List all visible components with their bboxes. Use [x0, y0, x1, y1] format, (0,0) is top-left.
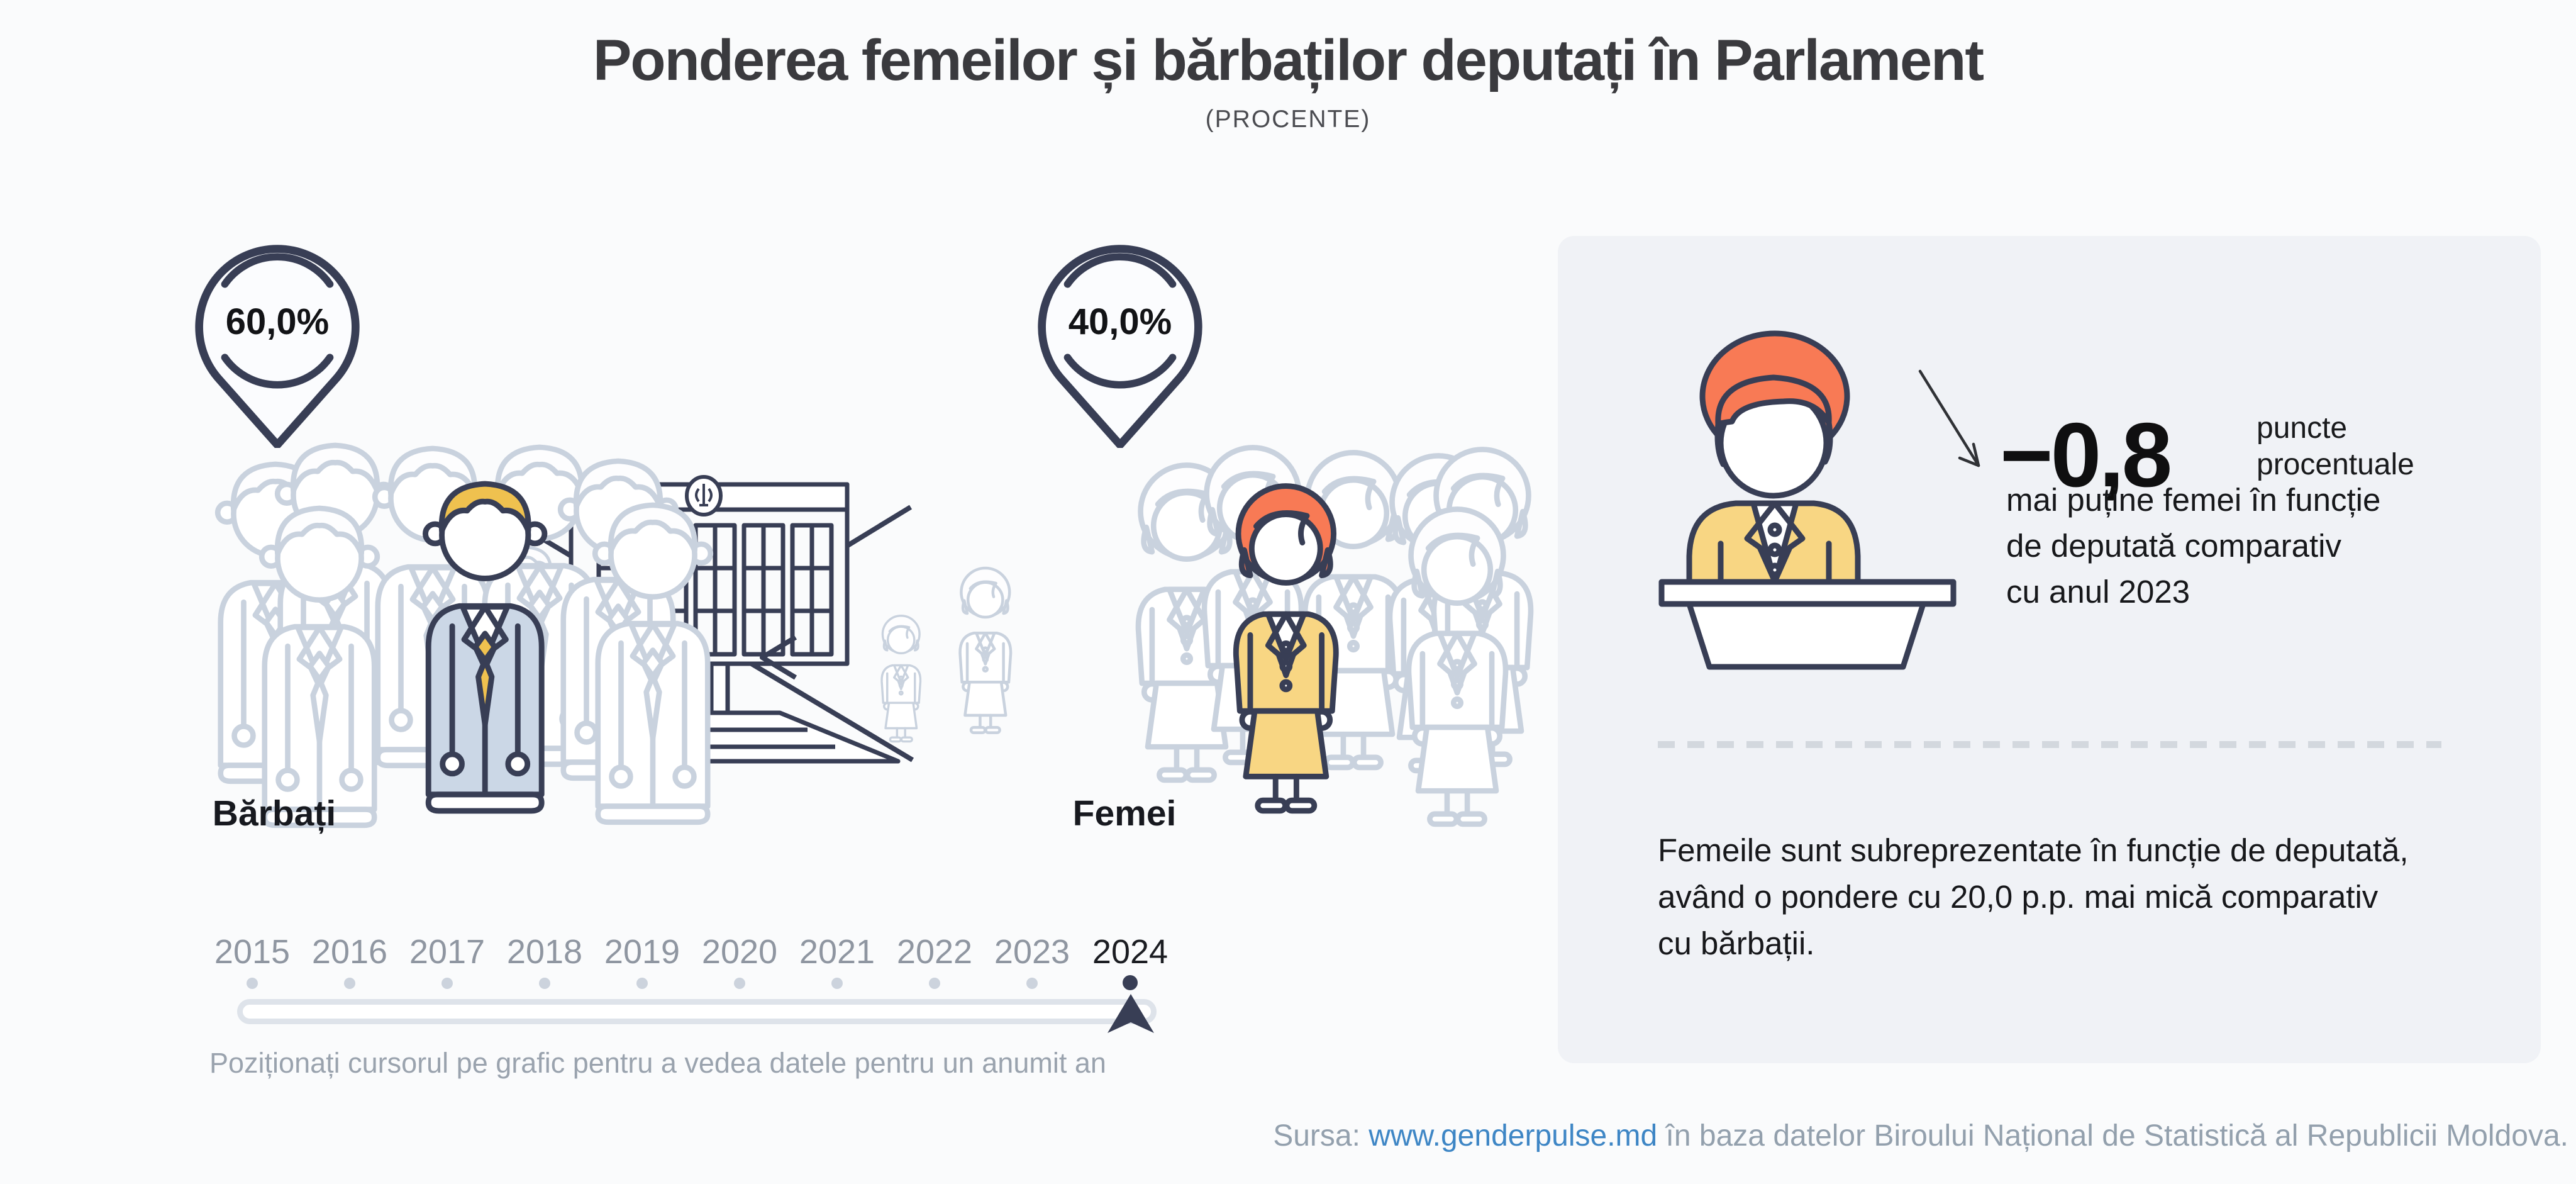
- timeline-dot-2017[interactable]: [441, 978, 453, 989]
- page-title: Ponderea femeilor și bărbaților deputați…: [593, 28, 1984, 92]
- year-2015[interactable]: 2015: [214, 933, 291, 971]
- male-share-value: 60,0%: [225, 301, 330, 342]
- delta-unit-line1: puncte: [2257, 411, 2348, 445]
- timeline-dot-2023[interactable]: [1026, 978, 1038, 989]
- male-share-pin-icon: [195, 245, 360, 448]
- year-2024-selected[interactable]: 2024: [1092, 933, 1169, 971]
- delta-unit: puncte procentuale: [2257, 410, 2414, 483]
- women-crowd: [1138, 447, 1531, 824]
- year-cursor-icon[interactable]: [1108, 994, 1154, 1033]
- female-figure-icon: [1408, 509, 1506, 824]
- source-suffix: în baza datelor Biroului Național de Sta…: [1665, 1119, 2568, 1153]
- year-2022[interactable]: 2022: [896, 933, 973, 971]
- timeline-dot-2021[interactable]: [831, 978, 843, 989]
- female-figure-icon: [881, 615, 921, 742]
- timeline-dot-2024-selected[interactable]: [1123, 975, 1138, 990]
- delta-unit-line2: procentuale: [2257, 448, 2414, 481]
- male-figure-icon: [595, 505, 711, 822]
- source-line: Sursa: www.genderpulse.md în baza datelo…: [1273, 1119, 2568, 1153]
- delta-value: −0,8: [2000, 404, 2172, 506]
- timeline-hint: Poziționați cursorul pe grafic pentru a …: [209, 1047, 1106, 1079]
- delta-description: mai puține femei în funcție de deputată …: [2006, 477, 2380, 615]
- delta-desc-line1: mai puține femei în funcție: [2006, 482, 2381, 518]
- dashed-divider: [1658, 741, 2441, 748]
- female-share-pin-icon: [1038, 245, 1202, 448]
- delta-desc-line2: de deputată comparativ: [2006, 528, 2342, 564]
- timeline-dot-2018[interactable]: [539, 978, 550, 989]
- highlighted-female-deputy-icon: [1236, 486, 1336, 811]
- timeline-dot-2016[interactable]: [344, 978, 355, 989]
- timeline-slider-track[interactable]: [237, 999, 1157, 1024]
- year-2016[interactable]: 2016: [311, 933, 388, 971]
- timeline-dot-2020[interactable]: [734, 978, 745, 989]
- female-group-label: Femei: [1072, 793, 1177, 834]
- year-2021[interactable]: 2021: [799, 933, 875, 971]
- year-2020[interactable]: 2020: [701, 933, 778, 971]
- source-link[interactable]: www.genderpulse.md: [1368, 1119, 1658, 1153]
- summary-line3: cu bărbații.: [1658, 925, 1815, 961]
- summary-line2: având o pondere cu 20,0 p.p. mai mică co…: [1658, 879, 2379, 915]
- page-subtitle: (PROCENTE): [1205, 106, 1371, 133]
- year-2019[interactable]: 2019: [604, 933, 680, 971]
- male-group-label: Bărbați: [212, 793, 336, 834]
- men-crowd: [218, 445, 711, 825]
- timeline-dot-2015[interactable]: [247, 978, 258, 989]
- year-2017[interactable]: 2017: [409, 933, 486, 971]
- year-2023[interactable]: 2023: [994, 933, 1070, 971]
- female-share-value: 40,0%: [1068, 301, 1172, 342]
- source-prefix: Sursa:: [1273, 1119, 1360, 1153]
- decrease-arrow-icon: [1918, 369, 1980, 467]
- card-summary: Femeile sunt subreprezentate în funcție …: [1658, 827, 2409, 967]
- timeline-dot-2022[interactable]: [929, 978, 940, 989]
- highlighted-male-deputy-icon: [425, 484, 545, 811]
- timeline-dot-2019[interactable]: [636, 978, 648, 989]
- male-figure-icon: [262, 508, 377, 825]
- summary-line1: Femeile sunt subreprezentate în funcție …: [1658, 832, 2409, 868]
- delta-desc-line3: cu anul 2023: [2006, 574, 2190, 610]
- speaker-podium-icon: [1658, 330, 1957, 670]
- year-2018[interactable]: 2018: [506, 933, 583, 971]
